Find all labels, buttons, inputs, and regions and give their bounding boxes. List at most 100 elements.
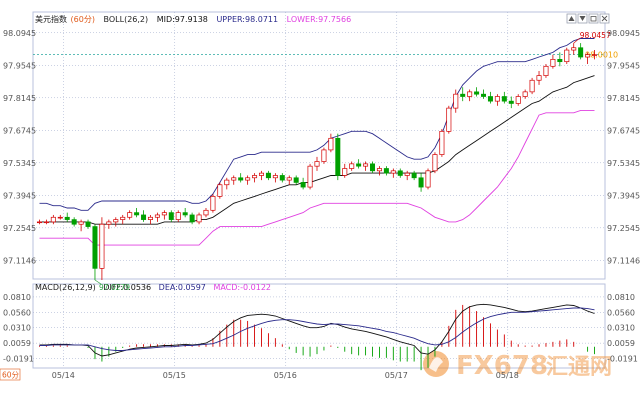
- candle-body: [585, 54, 591, 58]
- candle-body: [113, 219, 119, 223]
- watermark-text: FX678: [456, 351, 548, 381]
- candle: [571, 43, 577, 55]
- boll-mid-label: MID:97.9138: [157, 15, 208, 24]
- candle: [494, 94, 500, 106]
- candle: [592, 50, 598, 60]
- candle-body: [175, 212, 181, 220]
- candle-body: [141, 214, 147, 220]
- candle-body: [453, 93, 459, 109]
- down-arrow-icon[interactable]: [577, 13, 588, 24]
- candle-body: [286, 177, 292, 181]
- candle: [501, 91, 507, 104]
- candle-body: [92, 226, 98, 269]
- candle-body: [411, 172, 417, 179]
- candle: [127, 210, 133, 220]
- candle: [356, 159, 362, 169]
- close-icon[interactable]: [599, 13, 610, 24]
- up-arrow-icon[interactable]: [566, 13, 577, 24]
- candle-body: [120, 216, 126, 220]
- macd-plot: [39, 303, 595, 371]
- macd-y-tick-left: 0.0059: [3, 339, 31, 348]
- candle-body: [50, 216, 56, 223]
- candle: [481, 89, 487, 99]
- main-y-tick-right: 97.9545: [607, 61, 640, 70]
- candle-body: [321, 149, 327, 162]
- candle-body: [494, 96, 500, 102]
- boll-upper-line: [39, 38, 595, 211]
- macd-y-tick-left: 0.0310: [3, 324, 31, 333]
- candle-body: [57, 216, 63, 219]
- candle: [397, 168, 403, 178]
- candle: [106, 219, 112, 229]
- candle-body: [592, 54, 598, 56]
- macd-dea-line: [39, 307, 595, 351]
- boll-lower-line: [39, 109, 595, 246]
- period-badge[interactable]: (60分): [71, 15, 95, 24]
- main-y-tick-right: 98.0945: [607, 29, 640, 38]
- candle: [217, 182, 223, 199]
- candle-body: [224, 179, 230, 186]
- candle: [168, 210, 174, 222]
- main-y-tick-right: 97.6745: [607, 126, 640, 135]
- candle-body: [43, 221, 49, 224]
- main-plot: 98.0010 98.0457 97.0279: [33, 31, 618, 292]
- restore-icon[interactable]: [588, 13, 599, 24]
- candle: [265, 170, 271, 181]
- candle-body: [425, 170, 431, 188]
- footer-period-tag[interactable]: 60分: [0, 368, 21, 381]
- candle: [258, 170, 264, 181]
- boll-mid-line: [39, 75, 595, 225]
- main-y-tick-right: 97.3945: [607, 191, 640, 200]
- x-tick-label: 05/15: [163, 371, 186, 380]
- axis-ticks: 98.0945 98.0945 97.9545 97.9545 97.8145 97.81…: [3, 29, 640, 380]
- macd-y-tick-left: 0.0560: [3, 308, 31, 317]
- candle-body: [432, 154, 438, 172]
- candle: [321, 147, 327, 164]
- candle: [36, 219, 42, 225]
- main-grid: [33, 12, 605, 279]
- candle-body: [335, 137, 341, 176]
- candle: [71, 217, 77, 227]
- candle: [564, 47, 570, 64]
- footer-period-label: 60分: [2, 371, 20, 380]
- candle: [210, 194, 216, 213]
- candle-body: [578, 47, 584, 58]
- candle-body: [71, 219, 77, 225]
- candle: [57, 214, 63, 220]
- candle: [515, 94, 521, 106]
- candle: [508, 96, 514, 109]
- candle-body: [161, 212, 167, 216]
- macd-y-tick-left: -0.0191: [3, 355, 34, 364]
- candle-body: [293, 177, 299, 183]
- candle: [446, 105, 452, 134]
- candle-body: [78, 221, 84, 225]
- candle-body: [481, 93, 487, 97]
- macd-diff-label: DIFF:0.0536: [103, 283, 151, 292]
- candle: [224, 177, 230, 190]
- candle-body: [300, 182, 306, 188]
- candle-body: [258, 172, 264, 176]
- candle-body: [487, 96, 493, 102]
- macd-y-tick-right: 0.0560: [607, 308, 635, 317]
- candle-body: [342, 168, 348, 176]
- candle: [85, 219, 91, 229]
- window-controls: [566, 13, 610, 24]
- main-y-tick-right: 97.8145: [607, 94, 640, 103]
- candle: [425, 168, 431, 190]
- main-y-tick-left: 97.3945: [3, 191, 36, 200]
- candle-body: [446, 107, 452, 132]
- boll-upper-label: UPPER:98.0711: [216, 15, 278, 24]
- candle: [328, 133, 334, 153]
- candle: [189, 212, 195, 225]
- candle-body: [460, 93, 466, 97]
- candle-body: [404, 172, 410, 176]
- candle: [529, 77, 535, 95]
- macd-value-label: MACD:-0.0122: [213, 283, 271, 292]
- candle: [50, 214, 56, 225]
- x-tick-label: 05/14: [52, 371, 75, 380]
- candle-body: [252, 175, 258, 179]
- candle-body: [508, 100, 514, 104]
- candle: [404, 170, 410, 181]
- candle: [245, 175, 251, 185]
- candle-body: [529, 79, 535, 93]
